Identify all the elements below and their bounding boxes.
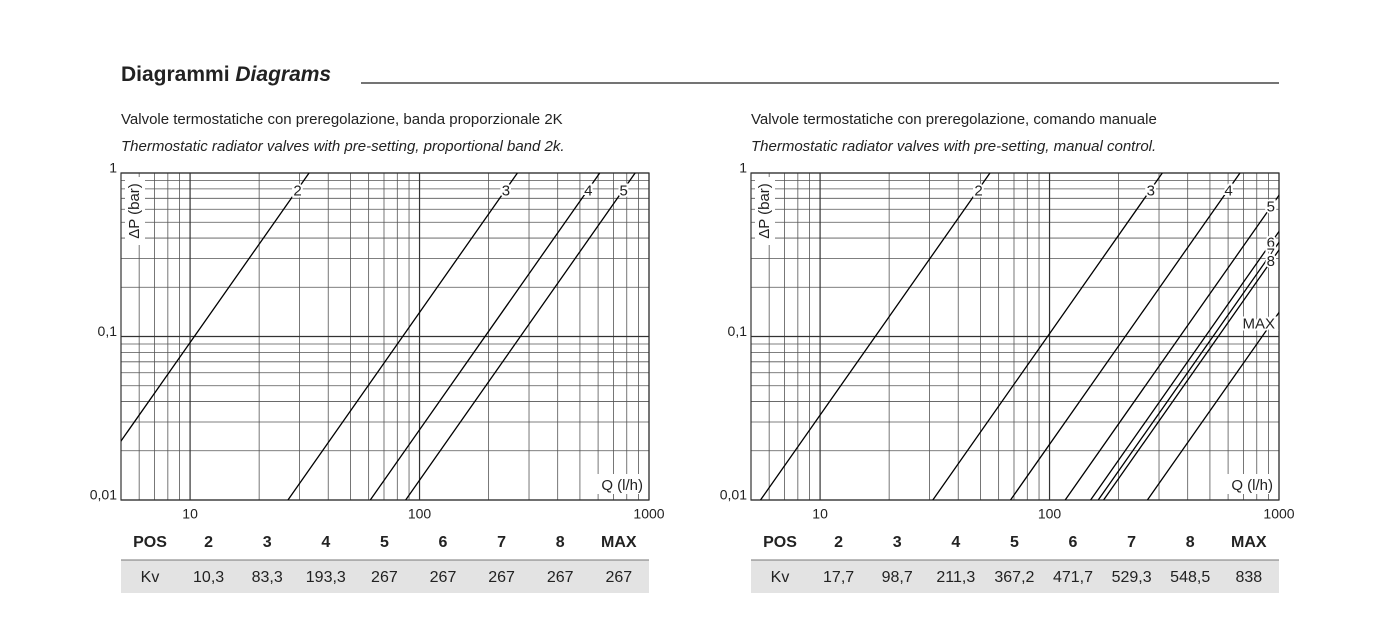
- table-cell: 17,7: [823, 569, 854, 586]
- curve: [405, 173, 636, 500]
- curves: [121, 173, 636, 500]
- curve-label: 2: [293, 182, 301, 199]
- subtitle-en: Thermostatic radiator valves with pre-se…: [751, 138, 1156, 155]
- table-header: 3: [893, 534, 902, 551]
- table-header: 8: [1186, 534, 1195, 551]
- table-cell: 267: [547, 569, 574, 586]
- x-tick-label: 10: [182, 506, 198, 522]
- y-tick-label: 1: [739, 160, 747, 176]
- curve: [369, 173, 601, 500]
- table-cell: 83,3: [252, 569, 283, 586]
- y-axis-label: ΔP (bar): [756, 183, 773, 239]
- title-en: Diagrams: [235, 63, 331, 86]
- plot: [120, 172, 650, 501]
- curve-label: 4: [584, 182, 592, 199]
- x-tick-label: 10: [812, 506, 828, 522]
- curve-label: 6: [1267, 234, 1275, 251]
- curve-label: MAX: [1242, 315, 1275, 332]
- table-cell: 838: [1235, 569, 1262, 586]
- table-header: 2: [204, 534, 213, 551]
- table-header: 7: [1127, 534, 1136, 551]
- table-cell: Kv: [141, 569, 160, 586]
- axis-label-bg: [587, 474, 645, 494]
- curve: [759, 173, 991, 500]
- table-header: 2: [834, 534, 843, 551]
- table-cell: 10,3: [193, 569, 224, 586]
- axis-label-bg: [1217, 474, 1275, 494]
- y-tick-label: 1: [109, 160, 117, 176]
- curve: [1009, 173, 1241, 500]
- curve-label: 3: [502, 182, 510, 199]
- curve-label: 5: [1267, 198, 1275, 215]
- table-header: 6: [439, 534, 448, 551]
- table-cell: 193,3: [306, 569, 346, 586]
- table-header: POS: [133, 534, 167, 551]
- curve: [121, 173, 310, 443]
- curve: [1097, 241, 1279, 500]
- axis-label-bg: [755, 177, 775, 245]
- y-tick-label: 0,1: [98, 323, 118, 339]
- table-header: 8: [556, 534, 565, 551]
- curve: [932, 173, 1163, 500]
- table-header: 7: [497, 534, 506, 551]
- page-title: Diagrammi Diagrams: [121, 63, 331, 86]
- y-tick-label: 0,01: [90, 487, 117, 503]
- table-header: MAX: [601, 534, 637, 551]
- table-cell: 529,3: [1112, 569, 1152, 586]
- curves: [759, 173, 1279, 500]
- table-cell: 471,7: [1053, 569, 1093, 586]
- curve-label: 8: [1267, 253, 1275, 270]
- curve-label: 5: [619, 182, 627, 199]
- curve: [1146, 311, 1279, 500]
- curve-label: 4: [1224, 182, 1232, 199]
- table-cell: 367,2: [994, 569, 1034, 586]
- x-axis-label: Q (l/h): [1231, 477, 1273, 494]
- table-header: 5: [1010, 534, 1019, 551]
- y-tick-label: 0,01: [720, 487, 747, 503]
- table-header: 4: [321, 534, 330, 551]
- subtitle-en: Thermostatic radiator valves with pre-se…: [121, 138, 565, 155]
- curve-label: 2: [974, 182, 982, 199]
- x-tick-label: 100: [408, 506, 432, 522]
- curve: [1064, 194, 1279, 500]
- curve-label: 3: [1147, 182, 1155, 199]
- table-cell: 267: [430, 569, 457, 586]
- table-header: 6: [1069, 534, 1078, 551]
- title-it: Diagrammi: [121, 63, 230, 86]
- table-row-bg: [751, 560, 1279, 593]
- curve: [1103, 248, 1279, 500]
- subtitle: Valvole termostatiche con preregolazione…: [751, 111, 1157, 128]
- table-cell: 267: [488, 569, 515, 586]
- axis-label-bg: [125, 177, 145, 245]
- table-row-bg: [121, 560, 649, 593]
- curve: [1090, 230, 1279, 500]
- table-header: 3: [263, 534, 272, 551]
- x-axis-label: Q (l/h): [601, 477, 643, 494]
- table-header: POS: [763, 534, 797, 551]
- table-cell: Kv: [771, 569, 790, 586]
- table-header: 5: [380, 534, 389, 551]
- table-cell: 211,3: [936, 569, 975, 586]
- plot: [750, 172, 1280, 501]
- table-header: MAX: [1231, 534, 1267, 551]
- x-tick-label: 100: [1038, 506, 1062, 522]
- x-tick-label: 1000: [633, 506, 664, 522]
- plot-frame: [750, 172, 1280, 501]
- y-axis-label: ΔP (bar): [126, 183, 143, 239]
- table-cell: 98,7: [882, 569, 913, 586]
- table-cell: 267: [605, 569, 632, 586]
- table-cell: 548,5: [1170, 569, 1210, 586]
- subtitle: Valvole termostatiche con preregolazione…: [121, 111, 563, 128]
- table-cell: 267: [371, 569, 398, 586]
- x-tick-label: 1000: [1263, 506, 1294, 522]
- plot-frame: [120, 172, 650, 501]
- curve: [287, 173, 518, 500]
- table-header: 4: [951, 534, 960, 551]
- curve-label: 7: [1267, 245, 1275, 262]
- y-tick-label: 0,1: [728, 323, 748, 339]
